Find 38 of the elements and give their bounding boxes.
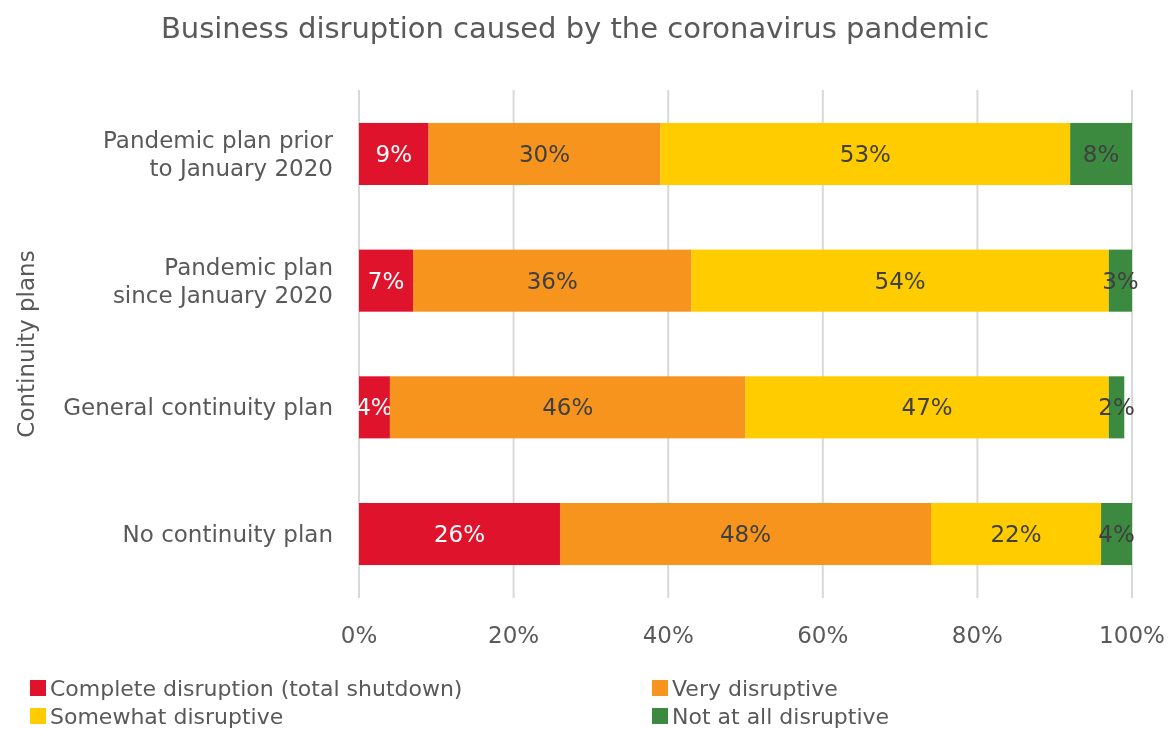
- data-label: 54%: [874, 267, 926, 294]
- data-label: 7%: [367, 267, 405, 294]
- legend-label: Very disruptive: [672, 675, 838, 701]
- data-label: 30%: [518, 141, 571, 168]
- data-label: 8%: [1082, 141, 1120, 168]
- bar: [428, 122, 661, 186]
- data-label: 47%: [901, 394, 953, 421]
- x-tick-label: 20%: [488, 622, 540, 648]
- data-label: 53%: [839, 141, 891, 168]
- x-tick-label: 80%: [951, 622, 1003, 648]
- data-label: 9%: [375, 141, 413, 168]
- data-label: 46%: [542, 394, 594, 421]
- legend-label: Somewhat disruptive: [50, 703, 284, 729]
- data-label: 36%: [526, 267, 578, 294]
- legend-label: Not at all disruptive: [672, 703, 890, 729]
- data-label: 22%: [990, 521, 1042, 548]
- y-tick-label: Pandemic plan prior to January 2020: [103, 127, 334, 181]
- y-tick-label: No continuity plan: [122, 521, 333, 548]
- y-axis-title: Continuity plans: [13, 250, 39, 438]
- x-tick-label: 0%: [340, 622, 378, 648]
- y-tick-label: General continuity plan: [63, 394, 333, 421]
- data-label: 48%: [719, 521, 772, 548]
- bar: [359, 502, 560, 566]
- legend-label: Complete disruption (total shutdown): [50, 675, 463, 701]
- data-label: 2%: [1098, 394, 1135, 421]
- data-label: 26%: [433, 521, 486, 548]
- bar: [389, 376, 746, 439]
- bar: [559, 502, 932, 566]
- x-tick-label: 60%: [797, 622, 849, 648]
- bar: [359, 122, 429, 186]
- bar: [1070, 122, 1132, 186]
- chart-title: Business disruption caused by the coronavirus pandemic: [160, 11, 990, 45]
- bar: [359, 249, 414, 312]
- x-tick-label: 40%: [642, 622, 694, 648]
- x-tick-label: 100%: [1099, 622, 1165, 648]
- bar: [413, 249, 692, 312]
- bar: [660, 122, 1071, 186]
- y-tick-label: Pandemic plan since January 2020: [112, 253, 333, 308]
